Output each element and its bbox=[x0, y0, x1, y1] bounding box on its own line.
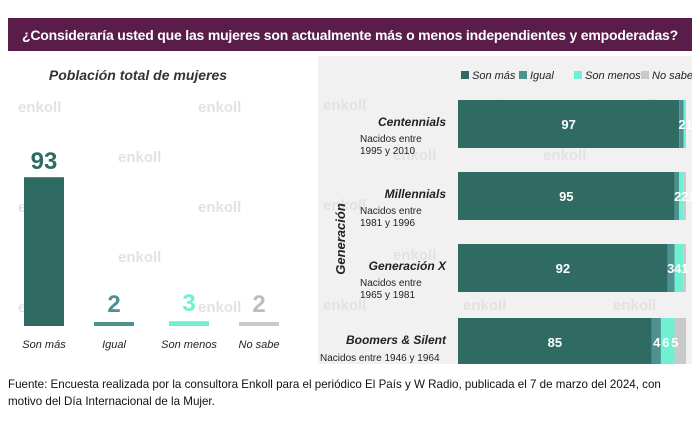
segment-1-0 bbox=[458, 172, 675, 220]
segment-3-0 bbox=[458, 318, 652, 366]
watermark-10: enkoll bbox=[323, 297, 366, 314]
watermark-0: enkoll bbox=[18, 99, 61, 116]
segment-2-2 bbox=[674, 244, 684, 292]
value-label-1-2: 2 bbox=[681, 189, 688, 204]
group-subtitle-1-0: Nacidos entre bbox=[360, 206, 422, 217]
bar-2 bbox=[169, 321, 209, 326]
group-name-3: Boomers & Silent bbox=[346, 333, 447, 347]
group-subtitle-1-1: 1981 y 1996 bbox=[360, 218, 415, 229]
group-subtitle-2-0: Nacidos entre bbox=[360, 278, 422, 289]
value-label-2-1: 3 bbox=[667, 261, 674, 276]
value-label-2-2: 4 bbox=[674, 261, 682, 276]
value-label-1-3: 1 bbox=[688, 189, 692, 204]
value-label-1-1: 2 bbox=[674, 189, 681, 204]
segment-1-1 bbox=[674, 172, 680, 220]
value-label-1-0: 95 bbox=[559, 189, 573, 204]
segment-0-1 bbox=[679, 100, 684, 148]
right-chart-panel: enkoll enkoll enkoll enkoll enkoll enkoll enko… bbox=[318, 56, 695, 366]
watermark-3: enkoll bbox=[393, 147, 436, 164]
group-name-1: Millennials bbox=[385, 187, 447, 201]
chart-title: Población total de mujeres bbox=[49, 67, 227, 83]
watermark-4: enkoll bbox=[198, 199, 241, 216]
segment-2-0 bbox=[458, 244, 668, 292]
legend-swatch-0 bbox=[461, 71, 469, 79]
watermark-12: enkoll bbox=[613, 297, 656, 314]
value-label-3-3: 5 bbox=[671, 335, 678, 350]
watermark-2: enkoll bbox=[118, 149, 161, 166]
data-label-1: 2 bbox=[107, 291, 120, 318]
watermark-5: enkoll bbox=[323, 197, 366, 214]
data-label-3: 2 bbox=[252, 291, 265, 318]
group-subtitle-0-1: 1995 y 2010 bbox=[360, 146, 415, 157]
group-subtitle-3: Nacidos entre 1946 y 1964 bbox=[320, 353, 440, 364]
segment-1-3 bbox=[683, 172, 686, 220]
value-label-3-2: 6 bbox=[662, 335, 669, 350]
legend-swatch-2 bbox=[574, 71, 582, 79]
segment-1-2 bbox=[679, 172, 684, 220]
y-axis-title: Generación bbox=[333, 203, 348, 275]
segment-0-0 bbox=[458, 100, 680, 148]
generation-stacked-bar-chart: enkoll enkoll enkoll enkoll enkoll enkoll enko… bbox=[320, 70, 695, 366]
legend-label-0: Son más bbox=[472, 70, 516, 82]
category-label-0: Son más bbox=[22, 339, 66, 351]
segment-2-1 bbox=[667, 244, 675, 292]
segment-3-3 bbox=[674, 318, 686, 366]
total-women-bar-chart: enkollenkollenkollenkollenkollenkollenko… bbox=[18, 67, 280, 351]
left-chart-panel: enkollenkollenkollenkollenkollenkollenko… bbox=[8, 56, 313, 364]
legend-swatch-3 bbox=[641, 71, 649, 79]
segment-0-2 bbox=[683, 100, 686, 148]
source-note: Fuente: Encuesta realizada por la consul… bbox=[8, 376, 692, 410]
value-label-2-3: 1 bbox=[681, 261, 688, 276]
legend-label-2: Son menos bbox=[585, 70, 641, 82]
category-label-1: Igual bbox=[102, 339, 126, 351]
survey-question: ¿Consideraría usted que las mujeres son … bbox=[22, 26, 678, 43]
value-label-2-0: 92 bbox=[556, 261, 570, 276]
category-label-3: No sabe bbox=[239, 339, 280, 351]
segment-2-3 bbox=[683, 244, 686, 292]
data-label-0: 93 bbox=[31, 148, 58, 175]
group-subtitle-2-1: 1965 y 1981 bbox=[360, 290, 415, 301]
watermark-5: enkoll bbox=[118, 249, 161, 266]
legend-label-1: Igual bbox=[530, 70, 554, 82]
value-label-3-0: 85 bbox=[548, 335, 562, 350]
legend-swatch-1 bbox=[519, 71, 527, 79]
legend-label-3: No sabe bbox=[652, 70, 692, 82]
value-label-3-1: 4 bbox=[653, 335, 661, 350]
bar-0 bbox=[24, 177, 64, 326]
bar-1 bbox=[94, 322, 134, 326]
watermark-11: enkoll bbox=[463, 297, 506, 314]
watermark-4: enkoll bbox=[543, 147, 586, 164]
group-subtitle-0-0: Nacidos entre bbox=[360, 134, 422, 145]
category-label-2: Son menos bbox=[161, 339, 217, 351]
value-label-0-1: 2 bbox=[679, 117, 686, 132]
value-label-0-0: 97 bbox=[561, 117, 575, 132]
group-name-0: Centennials bbox=[378, 115, 446, 129]
chart-header: ¿Consideraría usted que las mujeres son … bbox=[8, 18, 692, 51]
bar-3 bbox=[239, 322, 279, 326]
source-text: Fuente: Encuesta realizada por la consul… bbox=[8, 378, 661, 408]
watermark-8: enkoll bbox=[393, 247, 436, 264]
group-name-2: Generación X bbox=[369, 259, 447, 273]
watermark-1: enkoll bbox=[198, 99, 241, 116]
segment-3-1 bbox=[651, 318, 661, 366]
data-label-2: 3 bbox=[182, 290, 195, 317]
watermark-0: enkoll bbox=[323, 97, 366, 114]
segment-3-2 bbox=[660, 318, 675, 366]
watermark-7: enkoll bbox=[198, 299, 241, 316]
value-label-0-2: 1 bbox=[686, 117, 692, 132]
